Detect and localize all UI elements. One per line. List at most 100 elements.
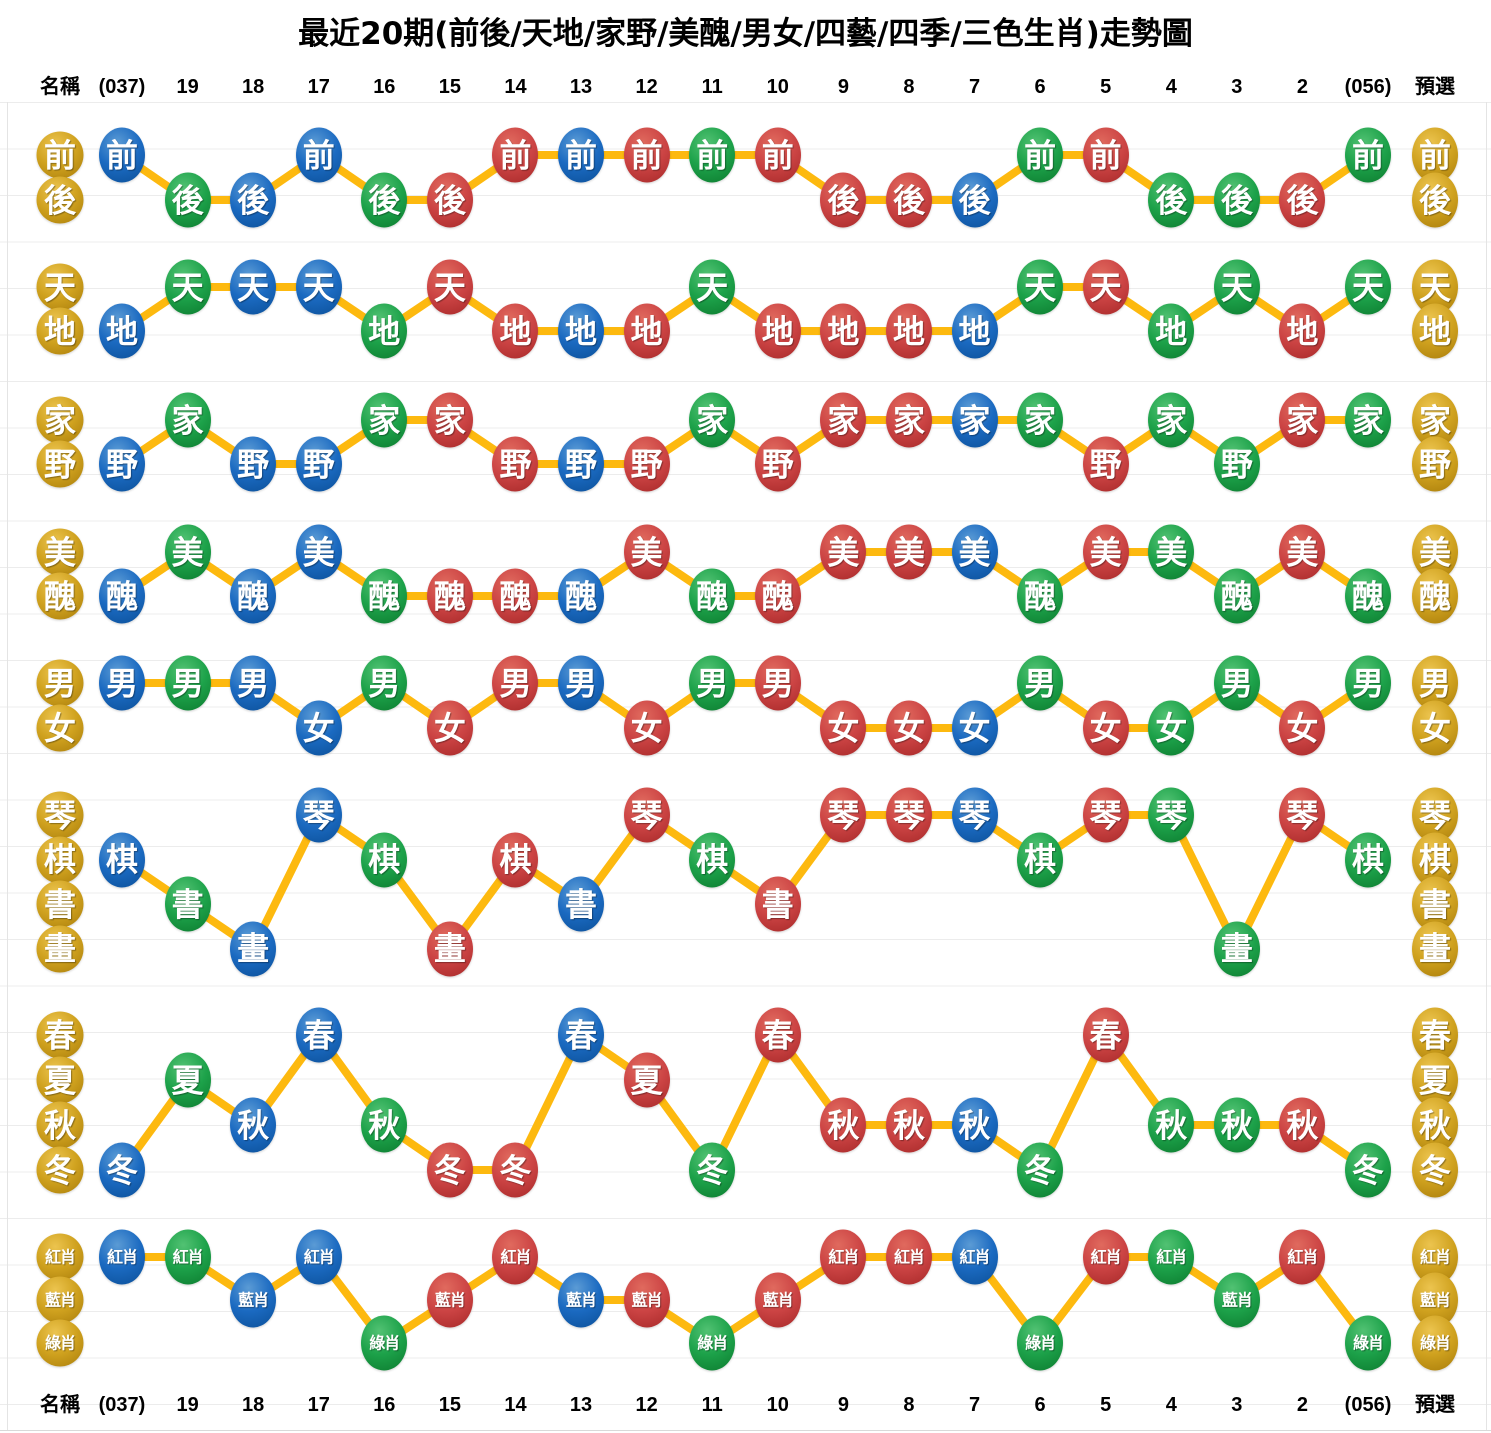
chart-point-nannv-17: 女: [295, 700, 342, 756]
row-name-siyi-畫: 畫: [36, 925, 84, 972]
chart-point-sanxiao-11: 綠肖: [689, 1315, 736, 1371]
chart-point-nannv-2: 女: [1279, 700, 1326, 756]
chart-point-siyi-3: 畫: [1213, 921, 1260, 976]
chart-point-siji-19: 夏: [164, 1052, 211, 1108]
chart-point-meichou-3: 醜: [1213, 568, 1260, 624]
chart-point-sanxiao-2: 紅肖: [1279, 1229, 1326, 1285]
chart-point-meichou-8: 美: [885, 524, 932, 580]
row-name-nannv-女: 女: [36, 704, 84, 752]
chart-point-tiandi-15: 天: [426, 259, 473, 315]
header-period-label: 18: [242, 76, 265, 98]
header-period-label: 17: [307, 76, 330, 98]
row-name-sanxiao-綠肖: 綠肖: [36, 1319, 84, 1367]
chart-point-siyi-10: 書: [754, 876, 801, 932]
chart-point-siyi-14: 棋: [492, 832, 539, 887]
chart-point-tiandi-(037): 地: [99, 303, 145, 359]
chart-point-meichou-16: 醜: [361, 568, 408, 624]
chart-point-meichou-19: 美: [164, 524, 211, 580]
chart-point-nannv-(037): 男: [99, 655, 145, 711]
chart-point-jiaye-18: 野: [230, 436, 277, 492]
predict-jiaye-野[interactable]: 野: [1412, 436, 1458, 492]
footer-period-label: (056): [1344, 1394, 1392, 1416]
chart-point-nannv-8: 女: [885, 700, 932, 756]
predict-nannv-男[interactable]: 男: [1412, 655, 1458, 711]
chart-point-siji-15: 冬: [426, 1142, 473, 1198]
chart-point-jiaye-(056): 家: [1345, 392, 1392, 448]
chart-point-nannv-14: 男: [492, 655, 539, 711]
header-period-label: 16: [373, 76, 396, 98]
footer-predict-label: 預選: [1415, 1394, 1455, 1416]
header-period-label: 2: [1296, 76, 1308, 98]
row-name-nannv-男: 男: [36, 659, 84, 707]
chart-point-meichou-(056): 醜: [1345, 568, 1392, 624]
chart-point-siji-(037): 冬: [99, 1142, 145, 1198]
chart-point-sanxiao-14: 紅肖: [492, 1229, 539, 1285]
predict-qianhou-後[interactable]: 後: [1412, 172, 1458, 228]
footer-period-label: 11: [701, 1394, 723, 1416]
chart-point-tiandi-(056): 天: [1345, 259, 1392, 315]
chart-point-tiandi-9: 地: [820, 303, 867, 359]
chart-point-nannv-4: 女: [1148, 700, 1195, 756]
chart-point-nannv-13: 男: [558, 655, 605, 711]
chart-point-nannv-11: 男: [689, 655, 736, 711]
chart-point-siyi-13: 書: [558, 876, 605, 932]
chart-point-qianhou-17: 前: [295, 127, 342, 183]
chart-point-jiaye-16: 家: [361, 392, 408, 448]
predict-siji-秋[interactable]: 秋: [1412, 1097, 1458, 1153]
chart-point-siyi-9: 琴: [820, 787, 867, 843]
predict-siji-冬[interactable]: 冬: [1412, 1142, 1458, 1198]
chart-point-jiaye-7: 家: [951, 392, 998, 448]
chart-point-sanxiao-12: 藍肖: [623, 1272, 670, 1328]
chart-point-siji-13: 春: [558, 1007, 605, 1063]
chart-point-siyi-7: 琴: [951, 787, 998, 843]
chart-point-sanxiao-5: 紅肖: [1082, 1229, 1129, 1285]
chart-point-siji-18: 秋: [230, 1097, 277, 1153]
chart-point-qianhou-7: 後: [951, 172, 998, 228]
header-period-label: 19: [176, 76, 199, 98]
predict-siyi-畫[interactable]: 畫: [1412, 921, 1458, 976]
chart-point-tiandi-8: 地: [885, 303, 932, 359]
chart-point-sanxiao-6: 綠肖: [1017, 1315, 1064, 1371]
footer-period-label: 18: [242, 1394, 265, 1416]
predict-tiandi-地[interactable]: 地: [1412, 303, 1458, 359]
chart-point-siji-11: 冬: [689, 1142, 736, 1198]
footer-period-label: 3: [1231, 1394, 1243, 1416]
footer-period-label: 5: [1100, 1394, 1112, 1416]
chart-point-tiandi-3: 天: [1213, 259, 1260, 315]
header-period-label: 13: [569, 76, 593, 98]
chart-point-siji-16: 秋: [361, 1097, 408, 1153]
header-period-label: 7: [968, 76, 981, 98]
footer-name-label: 名稱: [40, 1394, 80, 1416]
row-name-meichou-醜: 醜: [36, 572, 84, 620]
chart-point-siji-(056): 冬: [1345, 1142, 1392, 1198]
predict-meichou-醜[interactable]: 醜: [1412, 568, 1458, 624]
chart-point-siji-12: 夏: [623, 1052, 670, 1108]
chart-point-jiaye-9: 家: [820, 392, 867, 448]
chart-point-jiaye-3: 野: [1213, 436, 1260, 492]
predict-sanxiao-綠肖[interactable]: 綠肖: [1412, 1315, 1458, 1371]
predict-nannv-女[interactable]: 女: [1412, 700, 1458, 756]
chart-point-nannv-15: 女: [426, 700, 473, 756]
chart-point-meichou-12: 美: [623, 524, 670, 580]
chart-point-sanxiao-8: 紅肖: [885, 1229, 932, 1285]
chart-point-meichou-15: 醜: [426, 568, 473, 624]
row-name-siji-春: 春: [36, 1011, 84, 1059]
chart-point-jiaye-19: 家: [164, 392, 211, 448]
chart-point-meichou-4: 美: [1148, 524, 1195, 580]
footer-period-label: 4: [1165, 1394, 1177, 1416]
footer-period-label: 9: [837, 1394, 849, 1416]
chart-point-qianhou-11: 前: [689, 127, 736, 183]
gridlines: [0, 102, 1491, 1408]
chart-point-siji-9: 秋: [820, 1097, 867, 1153]
chart-point-meichou-7: 美: [951, 524, 998, 580]
chart-point-nannv-19: 男: [164, 655, 211, 711]
chart-point-jiaye-17: 野: [295, 436, 342, 492]
row-name-siji-秋: 秋: [36, 1101, 84, 1149]
row-name-siji-冬: 冬: [36, 1146, 84, 1194]
chart-point-jiaye-2: 家: [1279, 392, 1326, 448]
predict-qianhou-前[interactable]: 前: [1412, 127, 1458, 183]
chart-point-jiaye-12: 野: [623, 436, 670, 492]
header-period-label: 10: [766, 76, 789, 98]
chart-point-qianhou-10: 前: [754, 127, 801, 183]
